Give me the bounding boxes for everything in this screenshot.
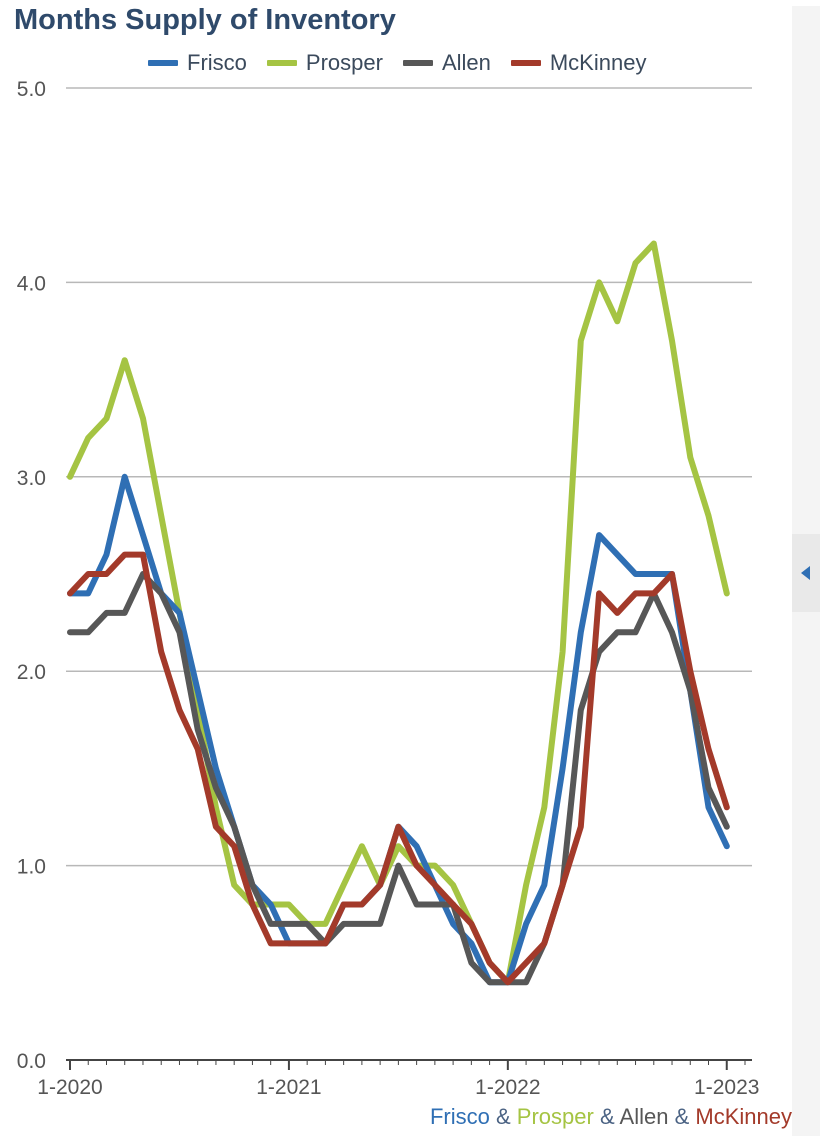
legend-swatch-frisco <box>148 60 178 66</box>
y-tick-label: 5.0 <box>17 78 46 101</box>
footer-frisco: Frisco <box>429 1104 490 1129</box>
side-panel-toggle[interactable] <box>792 534 820 612</box>
collapse-arrow-left-icon <box>801 566 810 580</box>
y-tick-label: 4.0 <box>17 272 46 295</box>
x-axis-tick-labels: 1-2020 1-2021 1-2022 1-2023 <box>37 1076 759 1099</box>
footer-amp-3: & <box>674 1104 690 1129</box>
legend-item-mckinney[interactable]: McKinney <box>510 50 647 76</box>
legend-swatch-prosper <box>266 60 297 66</box>
footer-allen: Allen <box>619 1104 669 1129</box>
legend-item-prosper[interactable]: Prosper <box>266 50 383 76</box>
footer-caption: Frisco & Prosper & Allen & McKinney <box>430 1104 792 1130</box>
legend-label-frisco: Frisco <box>187 50 247 75</box>
x-tick-label: 1-2023 <box>694 1076 759 1099</box>
series-line-mckinney[interactable] <box>67 551 730 986</box>
x-tick-label: 1-2020 <box>37 1076 102 1099</box>
series-lines <box>67 240 730 986</box>
footer-amp-2: & <box>599 1104 615 1129</box>
chart-title: Months Supply of Inventory <box>14 4 396 36</box>
y-tick-label: 1.0 <box>17 856 46 879</box>
legend-swatch-mckinney <box>510 60 541 66</box>
x-tick-label: 1-2021 <box>256 1076 321 1099</box>
y-axis-tick-labels: 0.0 1.0 2.0 3.0 4.0 5.0 <box>17 78 46 1073</box>
grid-lines <box>66 87 752 867</box>
legend-label-prosper: Prosper <box>305 50 383 75</box>
x-tick-label: 1-2022 <box>475 1076 540 1099</box>
legend-item-frisco[interactable]: Frisco <box>148 50 247 76</box>
legend-label-mckinney: McKinney <box>549 50 647 75</box>
line-chart: 0.01.02.03.04.05.0 1-2020 1-2021 1-2022 1-2… <box>17 78 760 1099</box>
footer-mckinney: McKinney <box>695 1104 792 1129</box>
series-line-allen[interactable] <box>67 571 730 986</box>
legend-swatch-allen <box>402 60 433 66</box>
x-axis <box>66 1059 752 1070</box>
footer-prosper: Prosper <box>516 1104 594 1129</box>
footer-amp-1: & <box>495 1104 511 1129</box>
y-tick-label: 2.0 <box>17 661 46 684</box>
legend-label-allen: Allen <box>441 50 491 75</box>
legend-item-allen[interactable]: Allen <box>402 50 491 76</box>
y-tick-label: 3.0 <box>17 467 46 490</box>
chart-legend: Frisco Prosper Allen McKinney <box>148 48 666 78</box>
y-tick-label: 0.0 <box>17 1050 46 1073</box>
